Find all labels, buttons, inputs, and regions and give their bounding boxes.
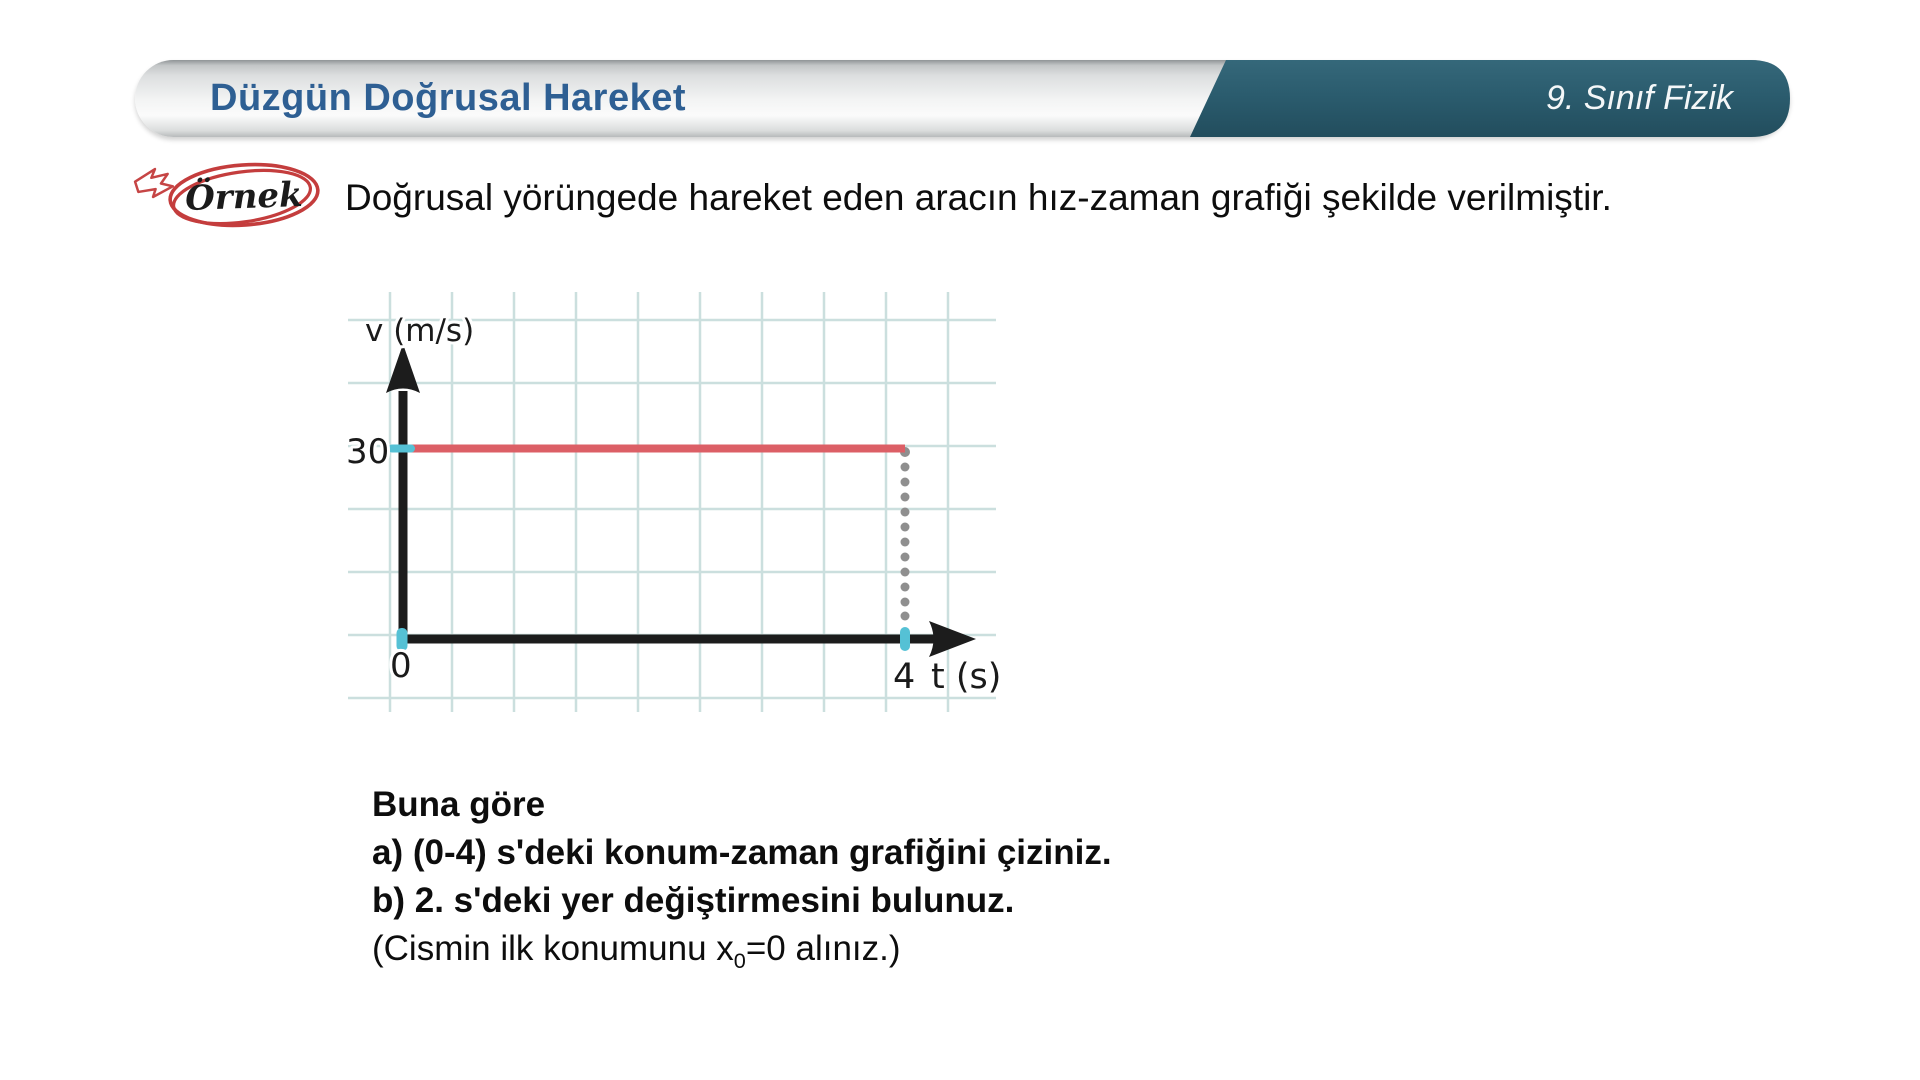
sketch-arrow-icon [133,167,175,199]
question-item-a: a) (0-4) s'deki konum-zaman grafiğini çi… [372,833,1112,872]
x-axis-label: t (s) [931,657,1001,697]
course-badge: 9. Sınıf Fizik [1545,79,1733,117]
grid-lines [348,292,996,712]
question-note-subscript: 0 [733,948,746,973]
y-tick-label-30: 30 [346,432,389,472]
example-badge-label: Örnek [184,174,303,219]
question-intro: Buna göre [372,785,546,824]
example-description: Doğrusal yörüngede hareket eden aracın h… [345,177,1612,218]
question-note-suffix: =0 alınız.) [745,929,901,968]
axes [398,391,934,644]
y-axis-label: v (m/s) [365,313,474,349]
badge-oval-inner [171,168,313,226]
origin-label: 0 [390,646,412,686]
tick-origin [396,628,408,651]
x-axis-arrow-icon [929,621,976,657]
example-badge: Örnek [133,162,320,228]
tick-marks [388,444,910,651]
tick-t4 [900,627,910,651]
page-title: Düzgün Doğrusal Hareket [210,77,687,119]
y-axis-arrow-icon [386,344,420,393]
dotted-guide-t4 [900,447,910,621]
question-note-prefix: (Cismin ilk konumunu x [372,929,734,968]
x-tick-label-4: 4 [893,657,915,697]
header-course-ribbon [1190,60,1790,137]
question-block: Buna göre a) (0-4) s'deki konum-zaman gr… [372,781,1112,973]
velocity-time-graph: v (m/s) 30 0 4 t (s) [343,292,1004,712]
tick-v30 [388,444,415,453]
badge-oval-outer [168,162,320,228]
question-note: (Cismin ilk konumunu x0=0 alınız.) [372,925,1112,973]
question-item-b: b) 2. s'deki yer değiştirmesini bulunuz. [372,881,1015,920]
